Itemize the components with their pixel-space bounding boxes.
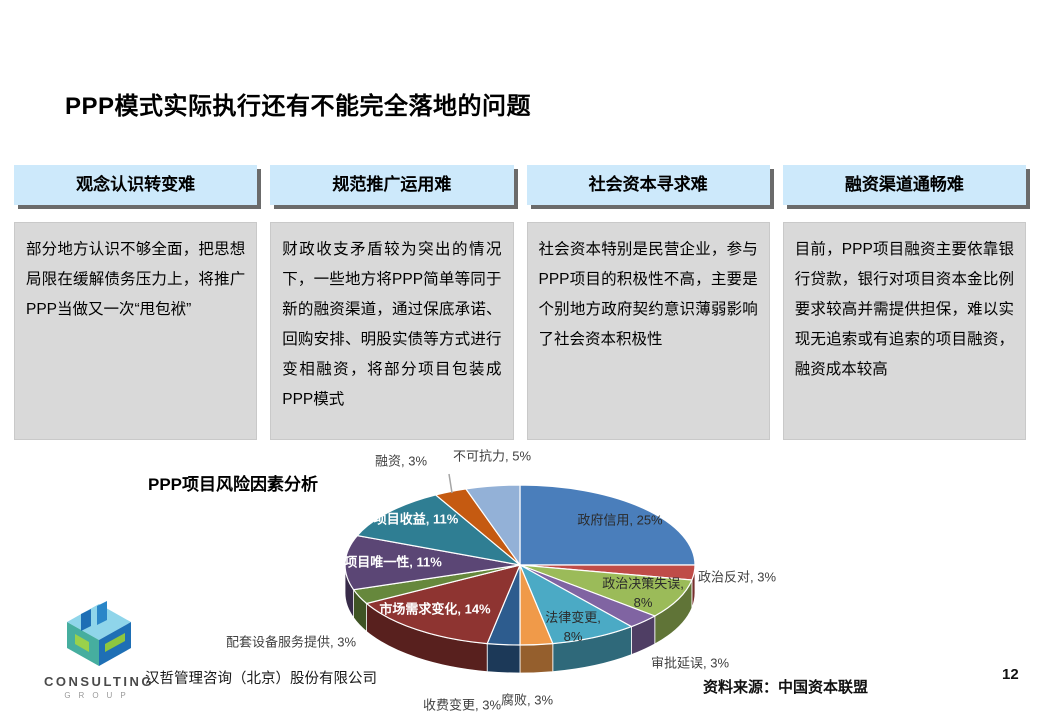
pie-slice-0 (519, 484, 696, 566)
logo-text-group: GROUP (64, 691, 134, 700)
pie-label-6: 收费变更, 3% (422, 697, 502, 713)
column-1: 观念认识转变难 部分地方认识不够全面，把思想局限在缓解债务压力上，将推广PPP当… (14, 165, 258, 440)
column-2-body: 财政收支矛盾较为突出的情况下，一些地方将PPP简单等同于新的融资渠道，通过保底承… (270, 222, 514, 440)
pie-label-12: 不可抗力, 5% (452, 448, 532, 464)
pie-label-2: 政治决策失误, 8% (602, 576, 684, 610)
logo-cube-icon (67, 601, 131, 666)
pie-slice-12 (464, 484, 521, 567)
pie-label-8: 配套设备服务提供, 3% (225, 634, 357, 650)
pie-label-4: 法律变更, 8% (545, 610, 601, 644)
leader-line (448, 473, 453, 494)
column-4-header: 融资渠道通畅难 (782, 165, 1026, 205)
footer-company-name: 汉哲管理咨询（北京）股份有限公司 (145, 671, 377, 687)
logo-text-consulting: CONSULTING (44, 674, 154, 689)
column-2: 规范推广运用难 财政收支矛盾较为突出的情况下，一些地方将PPP简单等同于新的融资… (270, 165, 514, 440)
pie-rim-6 (486, 643, 521, 674)
issue-columns: 观念认识转变难 部分地方认识不够全面，把思想局限在缓解债务压力上，将推广PPP当… (14, 165, 1026, 440)
pie-label-3: 审批延误, 3% (650, 655, 730, 671)
pie-label-1: 政治反对, 3% (697, 569, 777, 585)
column-1-header: 观念认识转变难 (14, 165, 258, 205)
column-4-body: 目前，PPP项目融资主要依靠银行贷款，银行对项目资本金比例要求较高并需提供担保，… (782, 222, 1026, 440)
page-title: PPP模式实际执行还有不能完全落地的问题 (65, 93, 532, 120)
pie-slice-7 (365, 564, 522, 645)
pie-slice-9 (344, 534, 521, 591)
column-1-body: 部分地方认识不够全面，把思想局限在缓解债务压力上，将推广PPP当做又一次“甩包袱… (14, 222, 258, 440)
chart-title: PPP项目风险因素分析 (148, 475, 319, 494)
column-3: 社会资本寻求难 社会资本特别是民营企业，参与PPP项目的积极性不高，主要是个别地… (526, 165, 770, 440)
page-number: 12 (1002, 666, 1019, 683)
pie-label-11: 融资, 3% (374, 453, 428, 469)
column-3-header: 社会资本寻求难 (526, 165, 770, 205)
column-3-body: 社会资本特别是民营企业，参与PPP项目的积极性不高，主要是个别地方政府契约意识薄… (526, 222, 770, 440)
pie-rim-5 (519, 643, 554, 674)
column-4: 融资渠道通畅难 目前，PPP项目融资主要依靠银行贷款，银行对项目资本金比例要求较… (782, 165, 1026, 440)
company-logo: CONSULTING GROUP (44, 596, 154, 700)
pie-label-7: 市场需求变化, 14% (379, 601, 491, 617)
source-note: 资料来源：中国资本联盟 (703, 679, 869, 696)
pie-slice-10 (356, 494, 523, 566)
pie-label-9: 项目唯一性, 11% (344, 554, 442, 570)
pie-label-0: 政府信用, 25% (577, 512, 663, 528)
pie-label-10: 项目收益, 11% (373, 511, 459, 527)
column-2-header: 规范推广运用难 (270, 165, 514, 205)
pie-label-5: 腐败, 3% (500, 692, 554, 708)
